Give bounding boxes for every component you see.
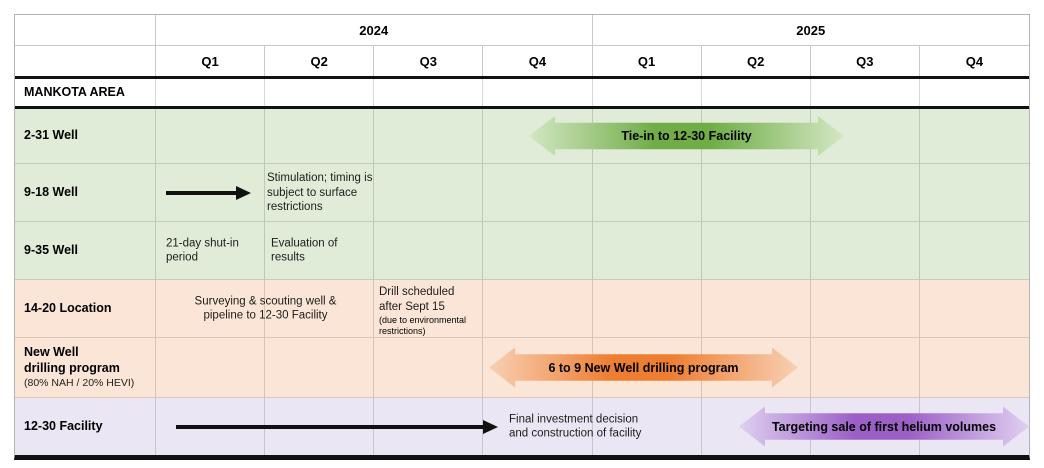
grid-cell: [920, 109, 1029, 163]
grid-cell: [811, 338, 920, 397]
grid-cell: [593, 164, 702, 221]
evaluation-note: Evaluation of results: [271, 236, 338, 264]
grid-cell: [265, 164, 375, 221]
grid-cell: [483, 398, 593, 455]
corner-cell: [15, 46, 156, 76]
row-9-18-well: 9-18 Well Stimulation; timing is subject…: [15, 164, 1029, 222]
grid-cell: [374, 109, 484, 163]
grid-cell: [593, 280, 702, 337]
drilling-program-arrow-label: 6 to 9 New Well drilling program: [548, 360, 739, 375]
section-row-mankota-area: MANKOTA AREA: [15, 79, 1029, 109]
grid-cell: [156, 109, 266, 163]
corner-cell: [15, 15, 156, 45]
grid-cell: [483, 222, 593, 279]
row-12-30-facility: 12-30 Facility Final investment decision…: [15, 398, 1029, 455]
grid-cell: [593, 222, 702, 279]
tie-in-arrow-label: Tie-in to 12-30 Facility: [621, 129, 752, 143]
grid-cell: [265, 109, 375, 163]
grid-cell: [811, 222, 920, 279]
grid-cell: [265, 338, 375, 397]
grid-cell: [593, 79, 702, 106]
grid-cell: [920, 164, 1029, 221]
quarter-header: Q4: [919, 46, 1029, 76]
grid-cell: [811, 109, 920, 163]
grid-cell: [156, 222, 266, 279]
year-2024-header: 2024: [156, 15, 593, 45]
grid-cell: [702, 280, 811, 337]
row-label-2-31-well: 2-31 Well: [15, 109, 156, 163]
grid-cell: [702, 222, 811, 279]
row-9-35-well: 9-35 Well 21-day shut-in period Evaluati…: [15, 222, 1029, 280]
helium-sale-arrow-label: Targeting sale of first helium volumes: [771, 419, 997, 434]
drill-schedule-note: Drill scheduled after Sept 15 (due to en…: [379, 285, 491, 337]
grid-cell: [374, 338, 484, 397]
grid-cell: [156, 338, 266, 397]
quarter-header: Q1: [592, 46, 702, 76]
section-label: MANKOTA AREA: [15, 79, 156, 106]
row-new-well-drilling-program: New Well drilling program (80% NAH / 20%…: [15, 338, 1029, 398]
quarter-header: Q3: [810, 46, 920, 76]
grid-cell: [920, 222, 1029, 279]
row-label-12-30-facility: 12-30 Facility: [15, 398, 156, 455]
quarter-header: Q1: [156, 46, 266, 76]
grid-cell: [920, 280, 1029, 337]
stimulation-note: Stimulation; timing is subject to surfac…: [267, 172, 373, 214]
grid-cell: [374, 222, 484, 279]
grid-cell: [483, 280, 593, 337]
row-14-20-location: 14-20 Location Surveying & scouting well…: [15, 280, 1029, 338]
grid-cell: [811, 79, 920, 106]
grid-cell: [483, 79, 593, 106]
quarter-header-row: Q1 Q2 Q3 Q4 Q1 Q2 Q3 Q4: [15, 46, 1029, 79]
stimulation-arrow: [166, 190, 236, 195]
grid-cell: [811, 164, 920, 221]
drill-schedule-text: Drill scheduled after Sept 15: [379, 286, 455, 313]
grid-cell: [702, 164, 811, 221]
surveying-note: Surveying & scouting well & pipeline to …: [194, 294, 337, 322]
grid-cell: [920, 338, 1029, 397]
grid-cell: [811, 280, 920, 337]
row-label-9-18-well: 9-18 Well: [15, 164, 156, 221]
row-label-9-35-well: 9-35 Well: [15, 222, 156, 279]
row-2-31-well: 2-31 Well Tie-in to 12-30 Facility: [15, 109, 1029, 164]
timeline-table: 2024 2025 Q1 Q2 Q3 Q4 Q1 Q2 Q3 Q4 MANKOT…: [14, 14, 1030, 460]
grid-cell: [374, 79, 484, 106]
drill-schedule-footnote: (due to environmental restrictions): [379, 315, 467, 337]
year-header-row: 2024 2025: [15, 15, 1029, 46]
quarter-header: Q4: [483, 46, 593, 76]
grid-cell: [265, 280, 375, 337]
quarter-header: Q2: [265, 46, 375, 76]
grid-cell: [156, 164, 266, 221]
grid-cell: [265, 222, 375, 279]
quarter-header: Q3: [374, 46, 484, 76]
grid-cell: [374, 164, 484, 221]
grid-cell: [374, 280, 484, 337]
grid-cell: [920, 79, 1029, 106]
grid-cell: [483, 164, 593, 221]
grid-cell: [156, 280, 266, 337]
grid-cell: [156, 79, 266, 106]
row-label-14-20-location: 14-20 Location: [15, 280, 156, 337]
grid-cell: [702, 79, 811, 106]
construction-arrow: [176, 424, 483, 429]
year-2025-header: 2025: [592, 15, 1029, 45]
grid-cell: [593, 398, 702, 455]
row-sublabel-nah-hevi: (80% NAH / 20% HEVI): [24, 376, 135, 389]
grid-cell: [265, 79, 375, 106]
shut-in-note: 21-day shut-in period: [166, 236, 239, 264]
grid-cell: [702, 338, 811, 397]
quarter-header: Q2: [701, 46, 811, 76]
row-label-new-well-program: New Well drilling program (80% NAH / 20%…: [15, 338, 156, 397]
investment-decision-note: Final investment decision and constructi…: [509, 412, 642, 440]
